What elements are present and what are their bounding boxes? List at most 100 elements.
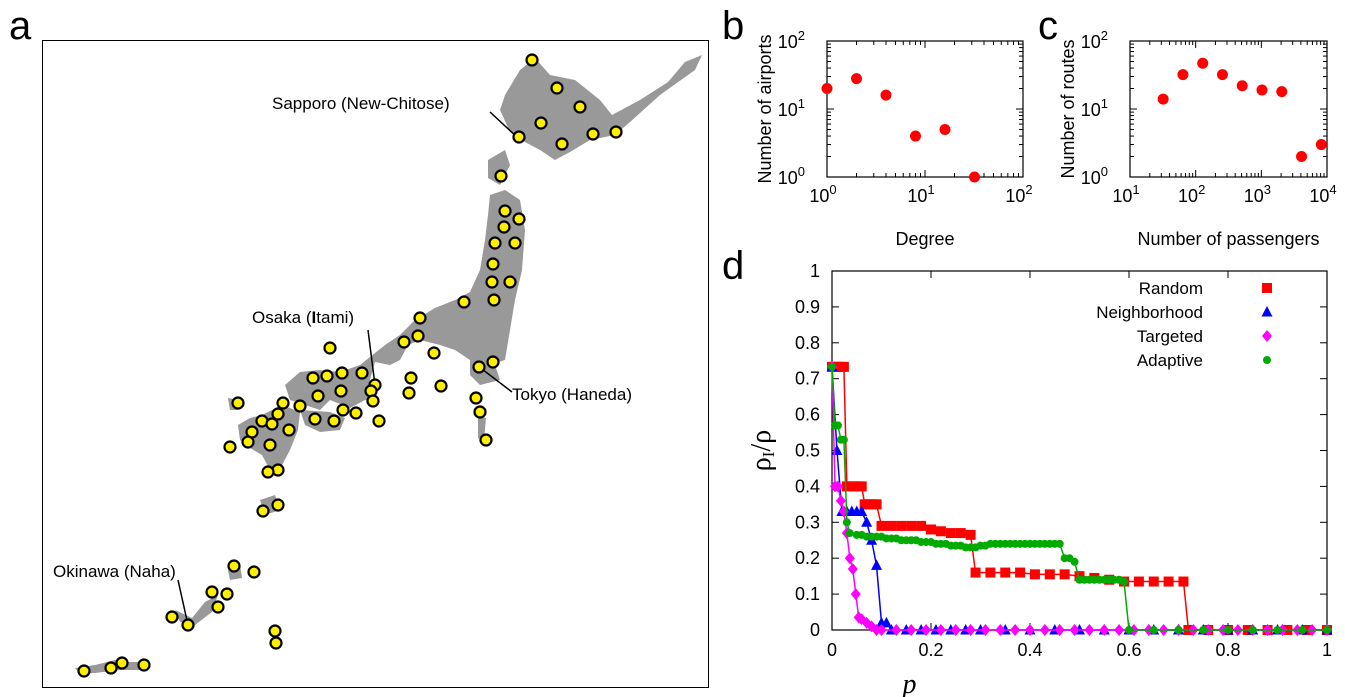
data-point [1044, 569, 1055, 580]
series-line [831, 366, 1327, 631]
series-random [827, 361, 1332, 635]
x-axis-label: Number of passengers [1137, 229, 1319, 249]
data-point [1174, 626, 1183, 634]
data-point [1315, 139, 1327, 151]
series-line [831, 366, 1327, 631]
airport-marker [261, 465, 275, 479]
data-point [1125, 626, 1133, 634]
x-tick-label: 0.6 [1116, 640, 1141, 660]
data-point [1000, 567, 1011, 578]
airport-marker [271, 407, 285, 421]
leader-line [177, 579, 189, 626]
airport-marker [323, 341, 337, 355]
data-point [850, 588, 861, 601]
y-axis-label: Number of airports [755, 34, 775, 183]
airport-marker [512, 130, 526, 144]
data-point [965, 624, 976, 636]
airport-marker [231, 396, 245, 410]
y-tick-label: 0.5 [795, 441, 820, 461]
airport-marker [457, 295, 471, 309]
airport-marker [494, 169, 508, 183]
data-point [876, 520, 887, 531]
airport-marker [327, 414, 341, 428]
series-line [832, 366, 1327, 631]
y-tick-label: 101 [778, 96, 805, 120]
data-point [969, 171, 981, 183]
legend-marker [1262, 283, 1272, 293]
data-point [871, 559, 883, 570]
legend-marker [1262, 330, 1272, 342]
data-point [845, 529, 854, 538]
data-point [1323, 626, 1331, 634]
data-point [1177, 69, 1189, 81]
series-adaptive [828, 362, 1331, 634]
airport-marker [479, 433, 493, 447]
airport-marker [308, 412, 322, 426]
airport-marker [609, 125, 623, 139]
x-tick-label: 1 [1322, 640, 1332, 660]
legend: Random Neighborhood Targeted Adaptive [1096, 279, 1273, 370]
airport-marker [486, 355, 500, 369]
airport-marker [227, 559, 241, 573]
data-point [935, 526, 946, 537]
airport-marker [497, 220, 511, 234]
data-point [906, 624, 917, 636]
panel-letter-a: a [9, 4, 32, 48]
airport-marker [586, 127, 600, 141]
airport-marker [372, 414, 386, 428]
data-point [1178, 576, 1189, 587]
data-point [851, 73, 863, 85]
airport-marker [320, 369, 334, 383]
data-point [1059, 569, 1070, 580]
data-point [1273, 626, 1282, 634]
airport-marker [485, 275, 499, 289]
panel-letter-c: c [1038, 4, 1058, 48]
data-point [955, 528, 966, 539]
airport-marker [220, 587, 234, 601]
airport-marker [534, 116, 548, 130]
data-point [831, 444, 843, 455]
y-tick-label: 102 [778, 28, 805, 52]
y-tick-label: 101 [1081, 96, 1108, 120]
data-point [847, 562, 858, 575]
data-point [1224, 626, 1232, 634]
airport-marker [488, 236, 502, 250]
data-point [856, 505, 868, 517]
airport-marker [404, 371, 418, 385]
data-point [832, 480, 843, 493]
airport-marker [503, 275, 517, 289]
data-point [906, 520, 917, 531]
x-tick-label: 100 [809, 182, 836, 206]
data-point [985, 567, 996, 578]
land-mass [488, 150, 510, 185]
data-point [1148, 576, 1159, 587]
data-point [1029, 569, 1040, 580]
airport-marker [276, 396, 290, 410]
x-tick-label: 102 [1178, 182, 1205, 206]
data-point [839, 435, 848, 444]
airport-marker [241, 435, 255, 449]
airport-marker [469, 391, 483, 405]
y-tick-label: 0 [810, 620, 820, 640]
airport-marker [223, 440, 237, 454]
airport-marker [573, 100, 587, 114]
x-tick-label: 0.2 [918, 640, 943, 660]
sapporo-label: Sapporo (New-Chitose) [272, 94, 450, 113]
airport-marker [181, 618, 195, 632]
legend-label: Adaptive [1137, 351, 1203, 370]
y-tick-label: 100 [1081, 164, 1108, 188]
airport-marker [434, 379, 448, 393]
data-point [1114, 624, 1125, 636]
data-point [950, 624, 961, 636]
data-point [880, 89, 892, 101]
x-tick-label: 104 [1309, 182, 1336, 206]
airport-marker [165, 610, 179, 624]
data-point [1084, 624, 1095, 636]
data-point [1055, 539, 1064, 548]
data-point [896, 520, 907, 531]
airport-marker [555, 137, 569, 151]
data-point [1069, 624, 1080, 636]
